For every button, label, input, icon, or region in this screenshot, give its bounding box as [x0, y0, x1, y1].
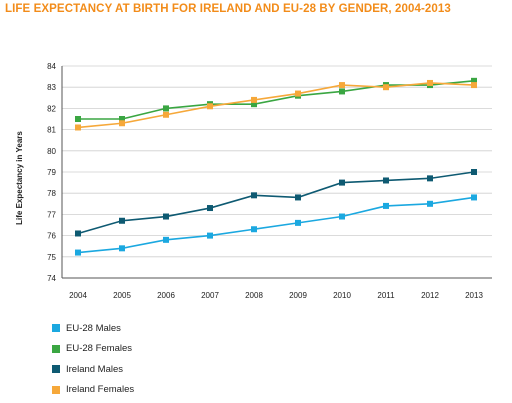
- data-point-eu-28-males: [471, 194, 477, 201]
- data-point-ireland-females: [427, 79, 433, 86]
- data-point-ireland-females: [339, 82, 345, 89]
- legend-swatch: [52, 324, 60, 333]
- legend-swatch: [52, 385, 60, 394]
- y-tick-label: 78: [47, 189, 56, 198]
- data-point-ireland-males: [383, 177, 389, 184]
- y-tick-label: 77: [47, 210, 56, 219]
- x-tick-label: 2005: [113, 291, 131, 300]
- grid-lines: [62, 65, 492, 258]
- x-tick-label: 2010: [333, 291, 351, 300]
- legend: EU-28 Males EU-28 Females Ireland Males Ire…: [52, 318, 134, 400]
- series-line-ireland-females: [77, 82, 475, 129]
- data-point-eu-28-males: [339, 213, 345, 220]
- legend-item-eu-28-females: EU-28 Females: [52, 339, 134, 360]
- x-tick-label: 2004: [69, 291, 87, 300]
- series-line-eu-28-females: [78, 80, 475, 120]
- data-point-eu-28-females: [339, 88, 345, 95]
- y-axis-label: Life Expectancy in Years: [15, 131, 24, 225]
- data-point-eu-28-males: [427, 200, 433, 207]
- legend-item-ireland-males: Ireland Males: [52, 359, 134, 380]
- y-tick-label: 84: [47, 62, 56, 71]
- x-tick-label: 2009: [289, 291, 307, 300]
- y-tick-label: 75: [47, 253, 56, 262]
- data-point-ireland-females: [207, 103, 213, 110]
- series-line-eu-28-males: [77, 196, 475, 254]
- data-point-eu-28-males: [163, 236, 169, 243]
- data-point-eu-28-males: [383, 202, 389, 209]
- data-point-ireland-females: [75, 124, 81, 131]
- data-point-ireland-males: [251, 192, 257, 199]
- data-point-eu-28-males: [119, 245, 125, 252]
- data-point-ireland-males: [427, 175, 433, 182]
- x-tick-label: 2008: [245, 291, 263, 300]
- data-point-ireland-males: [119, 217, 125, 224]
- data-point-ireland-females: [383, 84, 389, 91]
- x-tick-label: 2006: [157, 291, 175, 300]
- data-point-eu-28-males: [251, 226, 257, 233]
- data-point-ireland-males: [207, 205, 213, 212]
- data-point-ireland-females: [119, 120, 125, 127]
- x-tick-label: 2007: [201, 291, 219, 300]
- data-point-eu-28-males: [75, 249, 81, 256]
- data-point-eu-28-males: [207, 232, 213, 239]
- legend-item-eu-28-males: EU-28 Males: [52, 318, 134, 339]
- y-tick-label: 76: [47, 232, 56, 241]
- y-tick-label: 80: [47, 147, 56, 156]
- data-point-ireland-males: [163, 213, 169, 220]
- data-points: [75, 77, 477, 256]
- x-tick-label: 2013: [465, 291, 483, 300]
- data-point-ireland-males: [339, 179, 345, 186]
- data-point-ireland-females: [251, 96, 257, 103]
- legend-label: EU-28 Females: [66, 343, 132, 355]
- data-point-ireland-males: [295, 194, 301, 201]
- x-tick-label: 2011: [377, 291, 395, 300]
- data-point-ireland-females: [471, 82, 477, 89]
- y-tick-label: 79: [47, 168, 56, 177]
- data-point-eu-28-females: [75, 116, 81, 122]
- legend-label: Ireland Males: [66, 363, 124, 375]
- tick-labels: 74 75 76 77 78 79 80 81 82 83 84 2004 2005 2006 2007 20…: [47, 62, 483, 300]
- series-line-ireland-males: [77, 171, 475, 235]
- data-point-eu-28-females: [471, 77, 477, 84]
- legend-label: Ireland Females: [66, 384, 135, 396]
- data-point-ireland-females: [163, 111, 169, 118]
- legend-swatch: [52, 365, 60, 374]
- data-point-eu-28-females: [251, 101, 257, 108]
- data-point-eu-28-females: [119, 116, 125, 122]
- legend-label: EU-28 Males: [66, 322, 121, 334]
- data-point-eu-28-males: [295, 219, 301, 226]
- y-tick-label: 74: [47, 274, 56, 283]
- y-tick-label: 83: [47, 83, 56, 92]
- y-tick-label: 81: [47, 126, 56, 135]
- y-tick-label: 82: [47, 104, 56, 113]
- data-point-ireland-males: [75, 230, 81, 237]
- chart-title: LIFE EXPECTANCY AT BIRTH FOR IRELAND AND…: [5, 3, 451, 15]
- legend-swatch: [52, 344, 60, 353]
- legend-item-ireland-females: Ireland Females: [52, 380, 134, 401]
- series-lines: [77, 80, 475, 254]
- data-point-ireland-females: [295, 90, 301, 97]
- data-point-ireland-males: [471, 169, 477, 175]
- axes: [61, 66, 492, 279]
- data-point-eu-28-females: [163, 105, 169, 112]
- x-tick-label: 2012: [421, 291, 439, 300]
